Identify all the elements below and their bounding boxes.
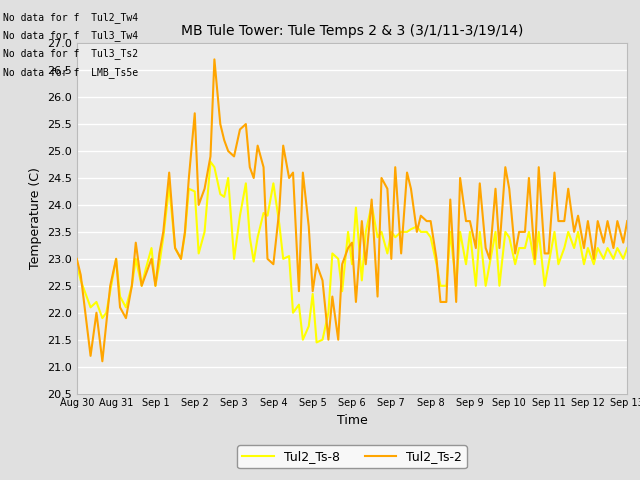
Tul2_Ts-2	[541, 251, 548, 256]
Text: No data for f  LMB_Ts5e: No data for f LMB_Ts5e	[3, 67, 138, 78]
Tul2_Ts-2	[93, 310, 100, 316]
Tul2_Ts-8	[207, 159, 214, 165]
Tul2_Ts-8	[623, 245, 631, 251]
Tul2_Ts-2	[87, 353, 95, 359]
Tul2_Ts-2	[260, 164, 268, 170]
Text: No data for f  Tul3_Tw4: No data for f Tul3_Tw4	[3, 30, 138, 41]
Tul2_Ts-8	[541, 283, 548, 288]
Line: Tul2_Ts-8: Tul2_Ts-8	[77, 162, 627, 342]
Tul2_Ts-2	[623, 218, 631, 224]
Tul2_Ts-8	[313, 339, 321, 345]
Tul2_Ts-2	[99, 359, 106, 364]
Tul2_Ts-8	[495, 283, 503, 288]
X-axis label: Time: Time	[337, 414, 367, 427]
Text: No data for f  Tul3_Ts2: No data for f Tul3_Ts2	[3, 48, 138, 60]
Tul2_Ts-8	[73, 261, 81, 267]
Tul2_Ts-8	[254, 234, 262, 240]
Tul2_Ts-8	[87, 304, 95, 310]
Title: MB Tule Tower: Tule Temps 2 & 3 (3/1/11-3/19/14): MB Tule Tower: Tule Temps 2 & 3 (3/1/11-…	[181, 24, 523, 38]
Legend: Tul2_Ts-8, Tul2_Ts-2: Tul2_Ts-8, Tul2_Ts-2	[237, 445, 467, 468]
Text: No data for f  Tul2_Tw4: No data for f Tul2_Tw4	[3, 12, 138, 23]
Tul2_Ts-8	[93, 299, 100, 305]
Tul2_Ts-2	[211, 57, 218, 62]
Tul2_Ts-2	[495, 245, 503, 251]
Y-axis label: Temperature (C): Temperature (C)	[29, 168, 42, 269]
Tul2_Ts-2	[73, 256, 81, 262]
Tul2_Ts-2	[594, 218, 602, 224]
Line: Tul2_Ts-2: Tul2_Ts-2	[77, 60, 627, 361]
Text: MB_Tule: MB_Tule	[0, 479, 1, 480]
Tul2_Ts-8	[594, 245, 602, 251]
